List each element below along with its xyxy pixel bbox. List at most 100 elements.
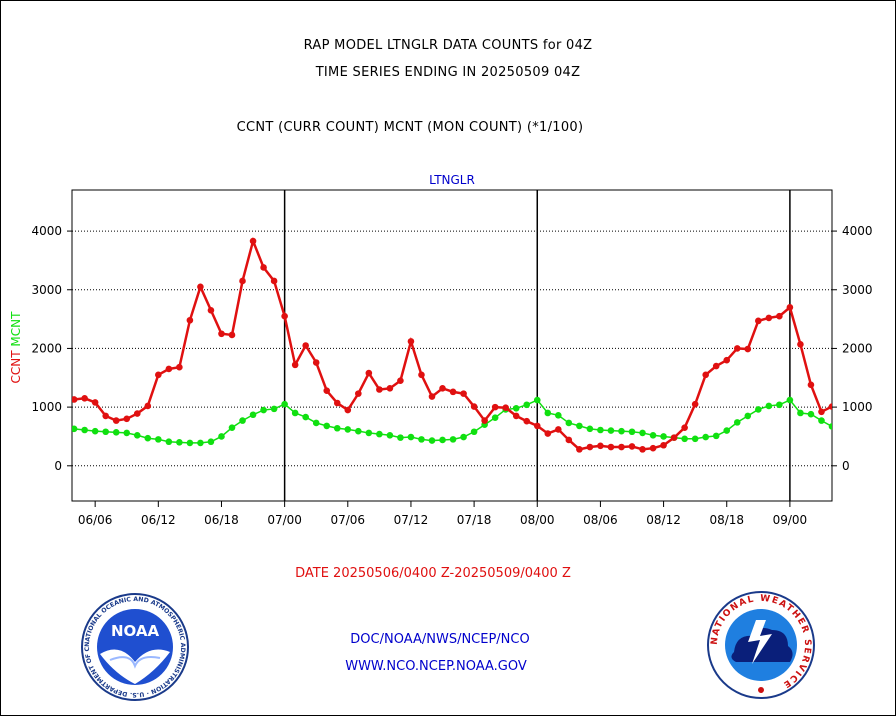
series-mcnt [72, 396, 832, 447]
data-point-ccnt [102, 412, 109, 420]
x-tick-label: 08/12 [646, 513, 681, 527]
data-point-mcnt [197, 439, 204, 447]
data-point-mcnt [828, 423, 832, 430]
data-point-ccnt [397, 377, 404, 385]
data-point-ccnt [428, 393, 436, 400]
data-point-ccnt [807, 381, 815, 389]
data-point-ccnt [312, 359, 320, 366]
data-point-ccnt [365, 369, 373, 377]
data-point-mcnt [691, 435, 699, 443]
data-point-mcnt [807, 410, 815, 418]
org-label: DOC/NOAA/NWS/NCEP/NCO [350, 632, 530, 647]
data-point-mcnt [776, 401, 783, 409]
data-point-mcnt [660, 433, 667, 440]
data-point-ccnt [449, 388, 457, 396]
data-point-mcnt [733, 419, 741, 426]
data-point-mcnt [176, 439, 183, 446]
data-point-mcnt [270, 405, 278, 413]
data-point-mcnt [533, 396, 541, 404]
y-tick-label-left-3000: 3000 [31, 283, 62, 297]
y-tick-label-right-4000: 4000 [842, 224, 873, 238]
data-point-ccnt [281, 312, 288, 320]
url-link[interactable]: WWW.NCO.NCEP.NOAA.GOV [345, 659, 527, 674]
data-point-ccnt [81, 395, 88, 402]
data-point-mcnt [218, 433, 225, 440]
data-point-ccnt [786, 304, 794, 311]
data-point-ccnt [533, 422, 541, 430]
data-point-ccnt [670, 434, 678, 441]
data-point-ccnt [481, 417, 488, 424]
data-point-ccnt [165, 365, 173, 373]
data-point-mcnt [439, 436, 446, 444]
data-point-mcnt [744, 412, 752, 420]
data-point-mcnt [818, 417, 825, 424]
data-point-ccnt [607, 443, 615, 451]
data-point-mcnt [312, 419, 320, 427]
plot-frame [71, 189, 833, 502]
data-point-ccnt [386, 385, 394, 392]
data-point-ccnt [723, 356, 731, 364]
data-point-ccnt [133, 410, 141, 417]
data-point-mcnt [397, 434, 404, 441]
data-point-mcnt [449, 436, 457, 443]
data-point-ccnt [797, 341, 804, 348]
data-point-ccnt [649, 444, 657, 452]
data-point-mcnt [123, 429, 131, 437]
data-point-mcnt [72, 425, 78, 433]
y-tick-label-left-0: 0 [54, 459, 62, 473]
data-point-ccnt [355, 390, 362, 397]
data-point-mcnt [344, 426, 352, 433]
data-point-mcnt [576, 422, 583, 430]
data-point-mcnt [291, 409, 299, 417]
x-tick-label: 08/06 [583, 513, 618, 527]
data-point-ccnt [502, 404, 509, 412]
data-point-mcnt [618, 427, 625, 435]
data-point-ccnt [702, 371, 709, 379]
data-point-ccnt [544, 430, 552, 437]
data-point-ccnt [639, 446, 646, 453]
data-point-mcnt [428, 437, 436, 444]
data-point-ccnt [376, 386, 383, 393]
data-point-mcnt [102, 428, 109, 436]
data-point-ccnt [660, 441, 667, 449]
data-point-mcnt [355, 427, 362, 435]
data-point-mcnt [144, 434, 152, 442]
data-point-ccnt [239, 277, 246, 285]
data-point-ccnt [176, 363, 183, 371]
data-point-ccnt [407, 338, 415, 345]
y-tick-label-left-4000: 4000 [31, 224, 62, 238]
data-point-ccnt [72, 396, 78, 403]
data-point-mcnt [133, 431, 141, 439]
data-point-ccnt [765, 314, 773, 322]
data-point-ccnt [439, 385, 446, 392]
data-point-ccnt [197, 283, 204, 291]
data-point-ccnt [618, 443, 625, 451]
data-point-mcnt [681, 435, 688, 443]
data-point-mcnt [302, 413, 309, 421]
y-axis-label-ccnt: CCNT [9, 350, 23, 384]
data-point-mcnt [586, 425, 594, 433]
data-point-ccnt [323, 387, 331, 394]
x-tick-label: 06/18 [204, 513, 239, 527]
data-point-mcnt [418, 436, 425, 443]
data-point-ccnt [123, 415, 131, 423]
data-point-ccnt [828, 403, 832, 410]
y-tick-label-right-1000: 1000 [842, 400, 873, 414]
data-point-mcnt [155, 436, 162, 443]
data-point-mcnt [786, 396, 794, 404]
y-axis-label-mcnt: MCNT [9, 311, 23, 351]
data-point-ccnt [512, 412, 520, 420]
data-point-mcnt [165, 438, 173, 446]
data-point-ccnt [144, 402, 152, 410]
data-point-mcnt [470, 428, 478, 436]
data-point-mcnt [765, 402, 773, 410]
data-point-mcnt [755, 406, 762, 413]
data-point-mcnt [797, 409, 804, 417]
data-point-ccnt [270, 277, 278, 285]
data-point-ccnt [733, 345, 741, 352]
x-tick-label: 08/18 [709, 513, 744, 527]
data-point-mcnt [628, 428, 636, 436]
x-tick-label: 06/06 [78, 513, 113, 527]
chart-title: LTNGLR [429, 173, 475, 187]
data-point-mcnt [712, 432, 720, 440]
